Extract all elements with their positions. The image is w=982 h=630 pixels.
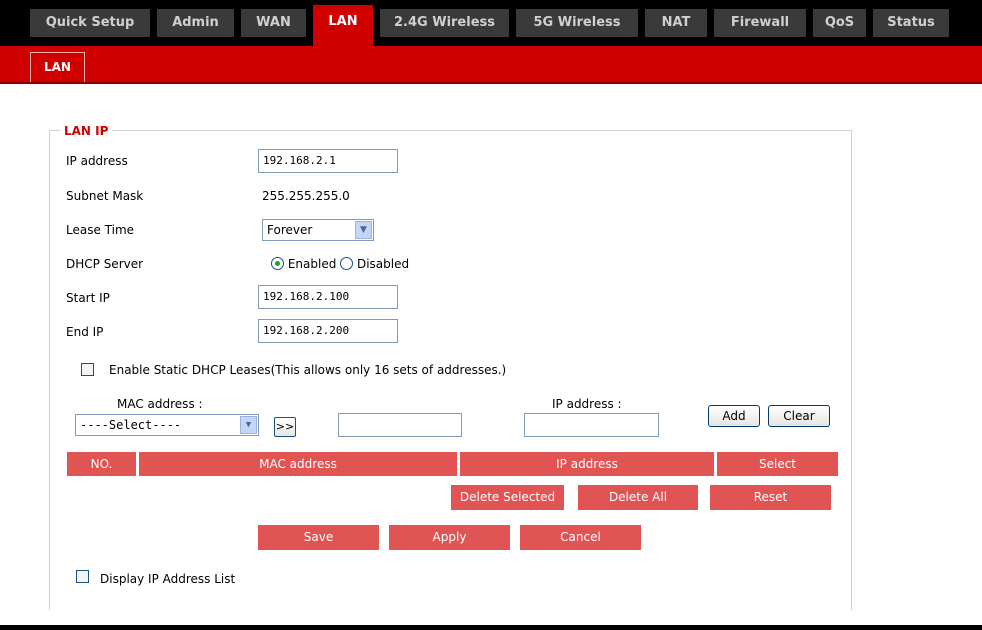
end-ip-label: End IP bbox=[66, 325, 104, 339]
lan-ip-fieldset bbox=[49, 130, 852, 610]
bottom-bar bbox=[0, 625, 982, 630]
apply-button[interactable]: Apply bbox=[389, 525, 510, 550]
end-ip-input[interactable]: 192.168.2.200 bbox=[258, 319, 398, 343]
tab-firewall[interactable]: Firewall bbox=[714, 9, 806, 37]
th-select: Select bbox=[717, 452, 838, 476]
mac-address-input[interactable] bbox=[338, 413, 462, 437]
subnet-mask-value: 255.255.255.0 bbox=[262, 189, 350, 203]
mac-address-label: MAC address : bbox=[117, 397, 203, 411]
dhcp-disabled-label: Disabled bbox=[356, 257, 410, 271]
tab-wan[interactable]: WAN bbox=[241, 9, 306, 37]
tab-status[interactable]: Status bbox=[873, 9, 949, 37]
copy-mac-button[interactable]: >> bbox=[274, 417, 296, 437]
mac-select-value: ----Select---- bbox=[80, 418, 182, 432]
dhcp-disabled-radio[interactable] bbox=[340, 257, 354, 270]
dhcp-enabled-radio[interactable] bbox=[271, 257, 284, 270]
tab-2-4g-wireless[interactable]: 2.4G Wireless bbox=[380, 9, 509, 37]
tab-quick-setup[interactable]: Quick Setup bbox=[30, 9, 150, 37]
th-ip-address: IP address bbox=[460, 452, 714, 476]
mac-address-select[interactable]: ----Select---- ▼ bbox=[75, 414, 259, 436]
lease-time-label: Lease Time bbox=[66, 223, 135, 237]
sub-nav: LAN bbox=[0, 46, 982, 84]
tab-nat[interactable]: NAT bbox=[645, 9, 707, 37]
ip-address-label: IP address bbox=[66, 154, 128, 168]
clear-button[interactable]: Clear bbox=[768, 405, 830, 427]
tab-lan[interactable]: LAN bbox=[313, 5, 373, 46]
dhcp-server-label: DHCP Server bbox=[66, 257, 144, 271]
tab-5g-wireless[interactable]: 5G Wireless bbox=[516, 9, 638, 37]
cancel-button[interactable]: Cancel bbox=[520, 525, 641, 550]
lan-ip-legend: LAN IP bbox=[60, 124, 113, 138]
th-no: NO. bbox=[67, 452, 136, 476]
display-ip-list-checkbox[interactable] bbox=[76, 570, 89, 583]
dhcp-enabled-label: Enabled bbox=[287, 257, 337, 271]
enable-static-dhcp-label: Enable Static DHCP Leases(This allows on… bbox=[109, 363, 507, 377]
subtab-lan[interactable]: LAN bbox=[30, 52, 85, 84]
display-ip-list-label: Display IP Address List bbox=[100, 572, 236, 586]
static-ip-address-input[interactable] bbox=[524, 413, 659, 437]
sub-nav-divider bbox=[0, 82, 982, 84]
chevron-down-icon: ▼ bbox=[240, 416, 257, 434]
lease-time-value: Forever bbox=[267, 223, 313, 237]
ip-address-input[interactable]: 192.168.2.1 bbox=[258, 149, 398, 173]
chevron-down-icon: ▼ bbox=[355, 221, 372, 239]
dhcp-server-options: Enabled Disabled bbox=[271, 257, 409, 271]
start-ip-label: Start IP bbox=[66, 291, 110, 305]
th-mac-address: MAC address bbox=[139, 452, 457, 476]
tab-qos[interactable]: QoS bbox=[813, 9, 866, 37]
enable-static-dhcp-checkbox[interactable] bbox=[81, 363, 94, 376]
static-ip-address-label: IP address : bbox=[552, 397, 622, 411]
save-button[interactable]: Save bbox=[258, 525, 379, 550]
reset-button[interactable]: Reset bbox=[710, 485, 831, 510]
top-nav: Quick Setup Admin WAN LAN 2.4G Wireless … bbox=[0, 0, 982, 46]
delete-all-button[interactable]: Delete All bbox=[578, 485, 698, 510]
lease-time-select[interactable]: Forever ▼ bbox=[262, 219, 374, 241]
delete-selected-button[interactable]: Delete Selected bbox=[451, 485, 564, 510]
tab-admin[interactable]: Admin bbox=[157, 9, 234, 37]
start-ip-input[interactable]: 192.168.2.100 bbox=[258, 285, 398, 309]
subnet-mask-label: Subnet Mask bbox=[66, 189, 144, 203]
add-button[interactable]: Add bbox=[708, 405, 760, 427]
